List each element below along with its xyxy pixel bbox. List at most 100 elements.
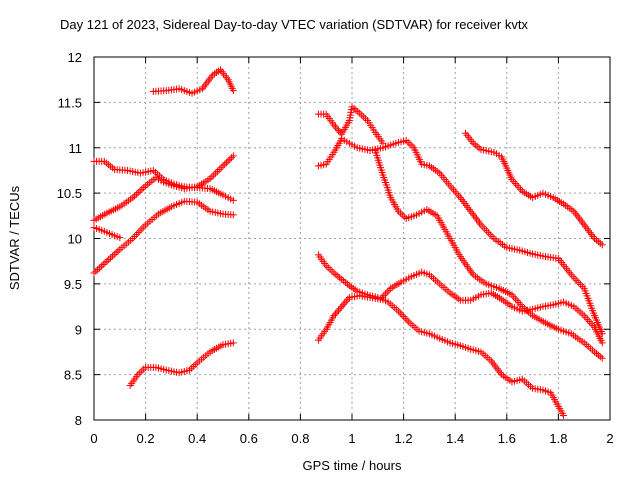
data-points [90,66,606,419]
data-point [484,229,492,237]
data-point [336,304,344,312]
x-tick-label: 0.4 [188,431,206,446]
data-point [101,259,109,267]
x-tick-label: 0.8 [291,431,309,446]
data-point [473,142,481,150]
data-point [326,265,334,273]
data-point [573,277,581,285]
grid-lines [94,57,610,420]
data-point [136,369,144,377]
data-point [486,231,494,239]
x-tick-label: 2 [606,431,613,446]
data-point [132,231,140,239]
data-point [378,293,386,301]
data-point [598,241,606,249]
data-point [222,159,230,167]
data-point [481,225,489,233]
data-point [336,274,344,282]
data-point [229,211,237,219]
data-point [398,311,406,319]
data-point [108,252,116,260]
data-point [330,269,338,277]
series-s4 [90,224,124,242]
chart-title: Day 121 of 2023, Sidereal Day-to-day VTE… [60,17,528,32]
data-point [105,256,113,264]
data-point [356,109,364,117]
data-point [342,297,350,305]
data-point [138,367,146,375]
data-point [92,267,100,275]
data-point [401,314,409,322]
series-s8 [314,135,606,338]
data-point [228,154,236,162]
data-point [330,312,338,320]
y-tick-label: 11.5 [58,95,82,110]
series-s11 [314,251,568,419]
series-s6 [126,339,237,390]
data-point [136,187,144,195]
data-point [560,411,568,419]
data-point [594,238,602,246]
data-point [571,275,579,283]
data-point [344,295,352,303]
data-point [208,173,216,181]
data-point [103,257,111,265]
data-point [189,362,197,370]
data-point [217,164,225,172]
data-point [215,166,223,174]
data-point [360,113,368,121]
data-point [94,266,102,274]
data-point [594,351,602,359]
data-point [406,140,414,148]
data-point [136,227,144,235]
data-point [598,354,606,362]
data-point [333,125,341,133]
data-point [396,209,404,217]
data-point [354,108,362,116]
data-point [488,233,496,241]
data-point [383,288,391,296]
data-point [376,295,384,303]
data-point [116,234,124,242]
series-s9 [371,146,606,362]
x-tick-label: 1.8 [549,431,567,446]
data-point [592,236,600,244]
y-tick-label: 12 [68,50,82,65]
data-point [569,273,577,281]
series-s7 [314,103,387,147]
data-point [598,339,606,347]
data-point [404,138,412,146]
data-point [132,190,140,198]
data-point [114,247,122,255]
data-point [338,303,346,311]
data-point [394,307,402,315]
data-point [358,111,366,119]
data-point [90,269,98,277]
data-point [219,162,227,170]
data-point [324,264,332,272]
data-point [341,299,349,307]
y-tick-label: 8 [75,413,82,428]
data-point [131,192,139,200]
y-tick-label: 8.5 [64,368,82,383]
data-point [400,313,408,321]
data-point [471,141,479,149]
data-point [331,123,339,131]
y-tick-label: 11 [69,141,83,156]
data-point [339,301,347,309]
data-point [380,292,388,300]
data-point [96,264,104,272]
data-point [338,275,346,283]
data-point [97,262,105,270]
data-point [382,290,390,298]
series-s10 [462,129,606,249]
data-point [596,239,604,247]
x-tick-label: 1.4 [446,431,464,446]
data-point [221,160,229,168]
data-point [134,229,142,237]
data-point [575,279,583,287]
data-point [396,309,404,317]
x-tick-label: 1.2 [395,431,413,446]
data-point [134,189,142,197]
